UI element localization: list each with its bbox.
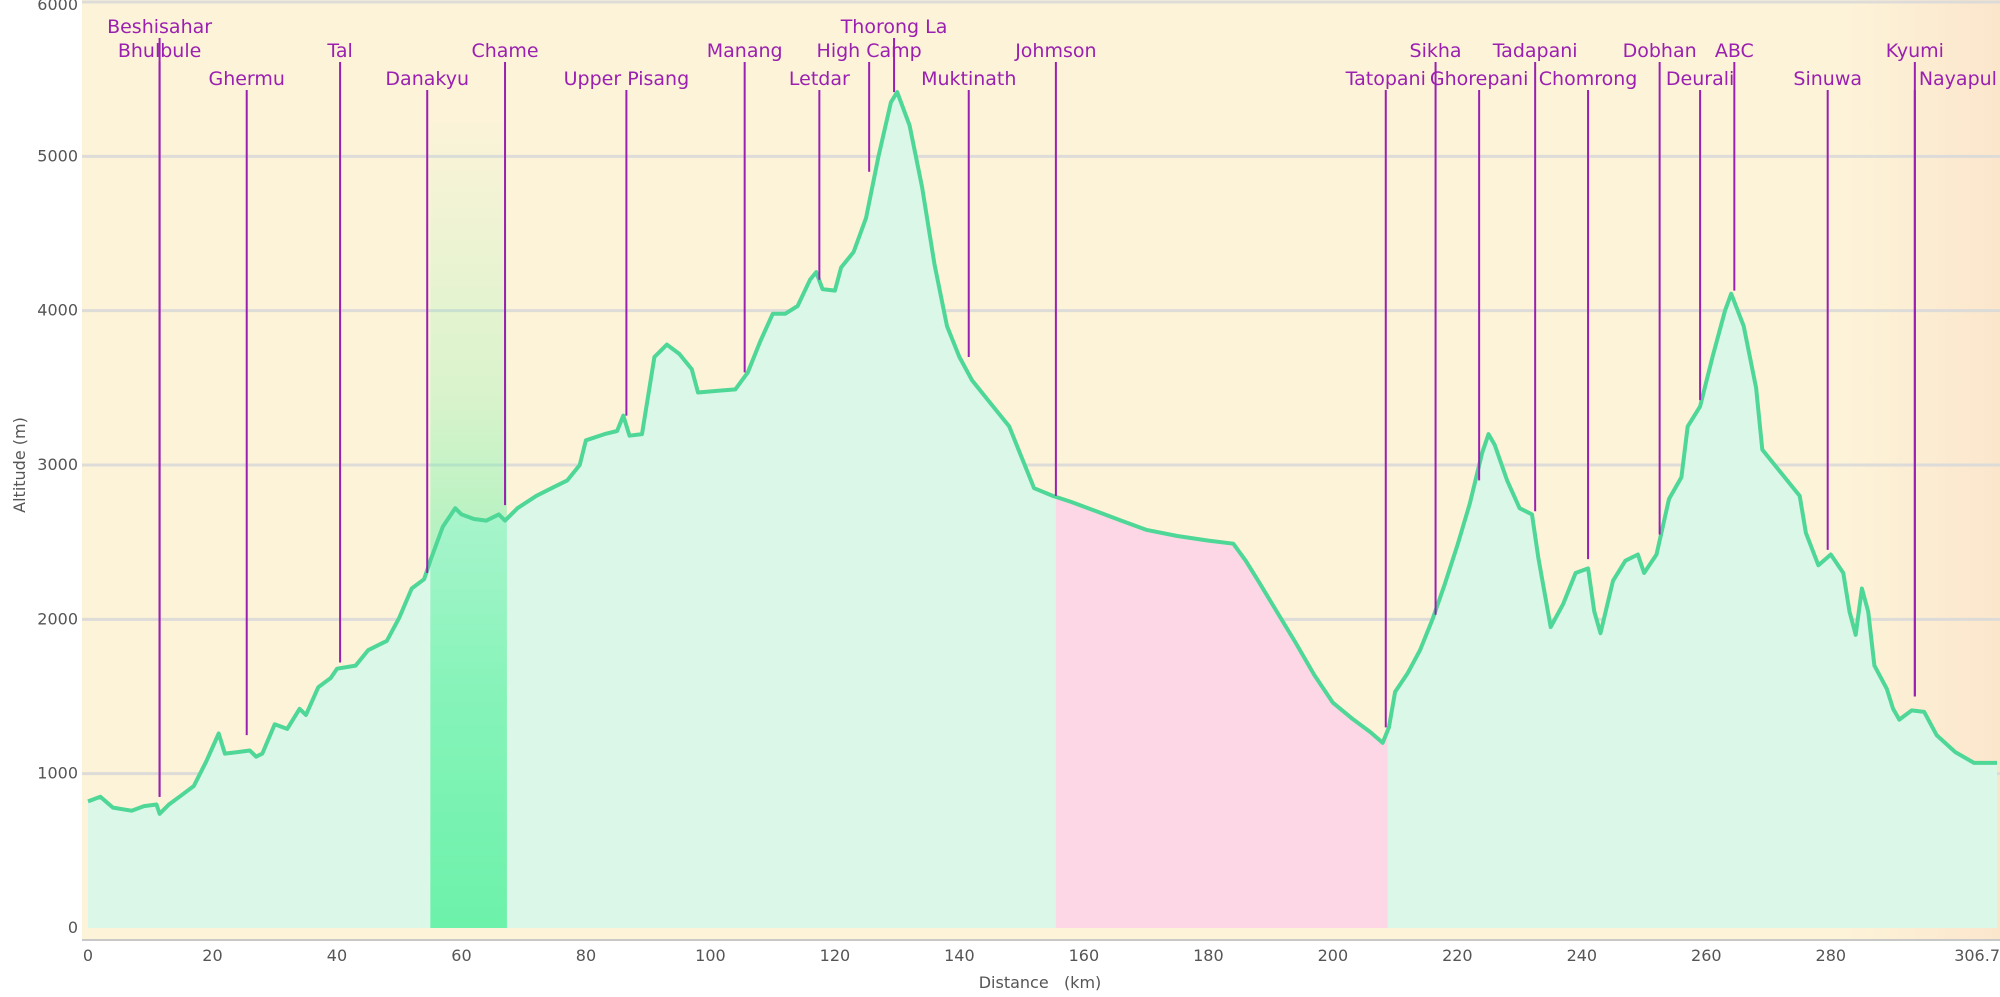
x-tick-label: 100	[695, 946, 726, 965]
y-tick-label: 1000	[37, 764, 78, 783]
altitude-line	[87, 90, 1997, 816]
y-tick-label: 2000	[37, 609, 78, 628]
x-tick-label: 160	[1069, 946, 1100, 965]
place-label: Beshisahar	[107, 16, 212, 38]
place-label: Sikha	[1410, 40, 1462, 62]
place-label: Tatopani	[1345, 68, 1426, 90]
place-label: Upper Pisang	[564, 68, 690, 90]
x-tick-label: 306.7	[1954, 946, 2000, 965]
place-label: Nayapul	[1919, 68, 1997, 90]
y-tick-label: 4000	[37, 301, 78, 320]
place-label: Ghorepani	[1430, 68, 1529, 90]
y-tick-label: 3000	[37, 455, 78, 474]
place-label: Manang	[707, 40, 783, 62]
x-tick-label: 40	[327, 946, 347, 965]
altitude-area	[88, 92, 1997, 929]
place-label: Muktinath	[921, 68, 1016, 90]
place-label: Dobhan	[1623, 40, 1697, 62]
x-tick-label: 260	[1691, 946, 1722, 965]
y-tick-label: 5000	[37, 146, 78, 165]
highlight-band	[1055, 496, 1388, 928]
x-axis-title: Distance (km)	[979, 973, 1102, 992]
y-tick-label: 0	[68, 918, 78, 937]
place-label: Chomrong	[1539, 68, 1638, 90]
highlight-bands	[430, 110, 1388, 928]
place-label: Johmson	[1014, 40, 1096, 62]
x-tick-label: 200	[1318, 946, 1349, 965]
place-label: Letdar	[789, 68, 850, 90]
place-label: Bhulbule	[118, 40, 201, 62]
x-tick-label: 180	[1193, 946, 1224, 965]
x-tick-label: 140	[944, 946, 975, 965]
place-label: Danakyu	[385, 68, 469, 90]
y-tick-label: 6000	[37, 0, 78, 14]
x-tick-label: 280	[1816, 946, 1847, 965]
y-axis-title: Altitude (m)	[10, 417, 29, 513]
place-label: Tal	[326, 40, 352, 62]
place-label: High Camp	[817, 40, 922, 62]
x-tick-label: 60	[451, 946, 471, 965]
place-label: Tadapani	[1492, 40, 1578, 62]
place-label: Deurali	[1666, 68, 1734, 90]
x-tick-label: 80	[576, 946, 596, 965]
x-tick-label: 240	[1567, 946, 1598, 965]
x-tick-label: 120	[820, 946, 851, 965]
place-label: Ghermu	[208, 68, 284, 90]
place-label: Chame	[471, 40, 538, 62]
x-tick-label: 0	[83, 946, 93, 965]
place-label: Thorong La	[840, 16, 948, 38]
place-label: ABC	[1715, 40, 1754, 62]
x-tick-label: 20	[202, 946, 222, 965]
y-axis-ticks: 0 1000 2000 3000 4000 5000 6000	[37, 0, 78, 937]
x-axis-ticks: 0 20 40 60 80 100 120 140 160 180 200 220 240 260 280 3…	[83, 946, 2000, 965]
place-label: Kyumi	[1886, 40, 1944, 62]
place-label: Sinuwa	[1793, 68, 1862, 90]
x-tick-label: 220	[1442, 946, 1473, 965]
